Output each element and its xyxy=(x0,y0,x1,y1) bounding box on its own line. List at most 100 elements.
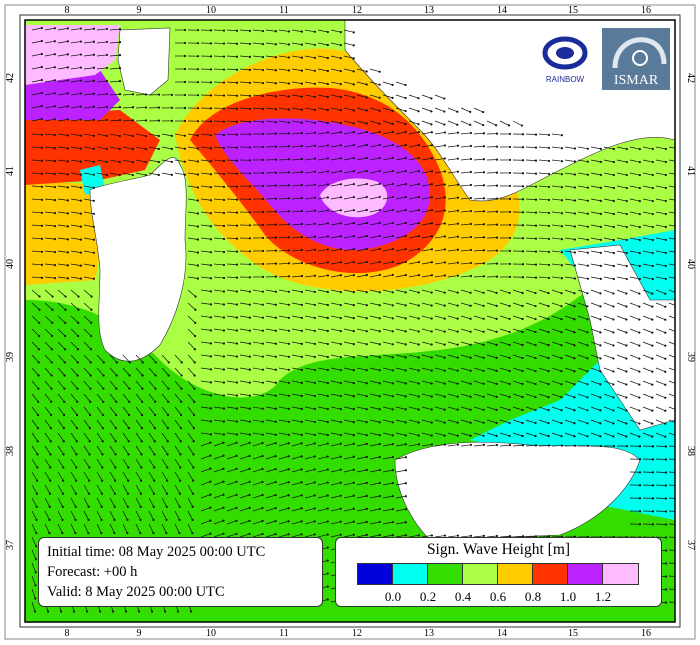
wave-arrow-head xyxy=(469,343,472,346)
wave-arrow-head xyxy=(417,156,420,160)
wave-arrow xyxy=(382,443,393,447)
wave-arrow-head xyxy=(66,225,70,228)
wave-arrow-head xyxy=(352,468,355,471)
wave-arrow-head xyxy=(521,421,524,425)
wave-arrow-head xyxy=(274,433,277,436)
wave-arrow-head xyxy=(417,343,420,346)
wave-arrow-head xyxy=(456,110,459,113)
wave-arrow xyxy=(512,328,523,333)
wave-arrow-head xyxy=(534,224,538,227)
wave-arrow xyxy=(83,419,91,429)
wave-arrow-head xyxy=(89,400,92,403)
wave-arrow xyxy=(187,510,193,521)
wave-arrow xyxy=(369,144,380,148)
wave-arrow xyxy=(31,53,42,57)
wave-arrow xyxy=(356,328,367,332)
wave-arrow xyxy=(83,172,94,176)
wave-arrow xyxy=(590,341,601,346)
wave-arrow xyxy=(447,223,458,226)
wave-arrow-head xyxy=(235,120,239,123)
wave-arrow xyxy=(668,497,675,499)
wave-arrow xyxy=(122,523,128,534)
wave-arrow-head xyxy=(66,277,70,280)
wave-arrow xyxy=(70,146,81,149)
wave-arrow-head xyxy=(313,368,316,372)
wave-arrow xyxy=(551,393,562,398)
wave-arrow-head xyxy=(417,534,420,537)
wave-arrow-head xyxy=(456,131,460,134)
wave-arrow xyxy=(434,107,445,112)
wave-arrow-head xyxy=(625,186,628,190)
wave-arrow xyxy=(551,367,562,372)
wave-arrow-head xyxy=(89,374,92,377)
wave-arrow-head xyxy=(170,160,173,163)
wave-arrow xyxy=(278,341,289,345)
wave-arrow xyxy=(356,274,367,278)
wave-arrow-head xyxy=(586,147,589,150)
wave-arrow xyxy=(278,94,289,97)
wave-arrow-head xyxy=(152,492,156,495)
wave-arrow-head xyxy=(287,210,291,213)
wave-arrow xyxy=(434,289,445,293)
wave-arrow-head xyxy=(313,481,316,484)
wave-arrow xyxy=(213,107,225,109)
wave-arrow xyxy=(408,367,419,371)
wave-arrow-head xyxy=(261,394,264,397)
wave-arrow-head xyxy=(131,93,135,96)
wave-arrow xyxy=(525,133,537,135)
wave-arrow-head xyxy=(482,171,486,174)
wave-arrow-head xyxy=(391,83,394,86)
wave-arrow xyxy=(83,484,90,494)
wave-arrow xyxy=(304,197,315,200)
wave-arrow xyxy=(96,497,103,507)
wave-arrow-head xyxy=(248,493,251,497)
wave-arrow-head xyxy=(326,183,329,186)
wave-arrow xyxy=(577,198,588,202)
wave-arrow xyxy=(447,132,458,135)
wave-arrow-head xyxy=(144,147,147,151)
wave-arrow-head xyxy=(456,291,459,294)
wave-arrow-head xyxy=(365,143,368,147)
wave-arrow xyxy=(343,482,354,486)
wave-arrow xyxy=(31,445,38,455)
wave-arrow xyxy=(551,341,562,346)
wave-arrow xyxy=(278,210,289,213)
wave-arrow-head xyxy=(599,238,602,241)
wave-arrow-head xyxy=(248,198,252,201)
wave-arrow xyxy=(590,328,601,333)
wave-arrow xyxy=(395,302,406,306)
wave-arrow-head xyxy=(179,466,182,469)
wave-arrow-head xyxy=(469,443,473,446)
wave-arrow xyxy=(564,289,575,294)
wave-arrow-head xyxy=(248,467,251,471)
wave-arrow xyxy=(616,211,627,215)
wave-arrow-head xyxy=(443,274,446,277)
wave-arrow xyxy=(421,209,432,213)
wave-arrow-head xyxy=(76,400,79,403)
wave-arrow-head xyxy=(586,331,589,334)
wave-arrow-head xyxy=(196,264,199,267)
wave-arrow-head xyxy=(88,479,91,482)
wave-arrow-head xyxy=(404,234,407,238)
wave-arrow xyxy=(356,81,367,85)
wave-arrow-head xyxy=(157,147,160,151)
wave-arrow-head xyxy=(274,368,277,371)
wave-arrow-head xyxy=(521,444,525,447)
wave-arrow xyxy=(564,419,575,424)
wave-arrow-head xyxy=(118,40,122,44)
wave-arrow-head xyxy=(140,426,143,430)
wave-arrow xyxy=(252,289,263,293)
wave-arrow-head xyxy=(193,334,197,338)
wave-arrow-head xyxy=(404,534,407,537)
wave-arrow-head xyxy=(352,31,355,34)
wave-arrow xyxy=(109,354,118,363)
wave-arrow xyxy=(70,419,78,429)
wave-arrow xyxy=(83,224,94,228)
wave-arrow-head xyxy=(287,394,290,397)
wave-arrow-head xyxy=(651,147,654,151)
wave-arrow xyxy=(538,393,549,398)
wave-arrow-head xyxy=(469,434,472,437)
wave-arrow xyxy=(564,302,575,307)
wave-arrow-head xyxy=(261,454,264,458)
legend-swatch xyxy=(463,564,498,584)
